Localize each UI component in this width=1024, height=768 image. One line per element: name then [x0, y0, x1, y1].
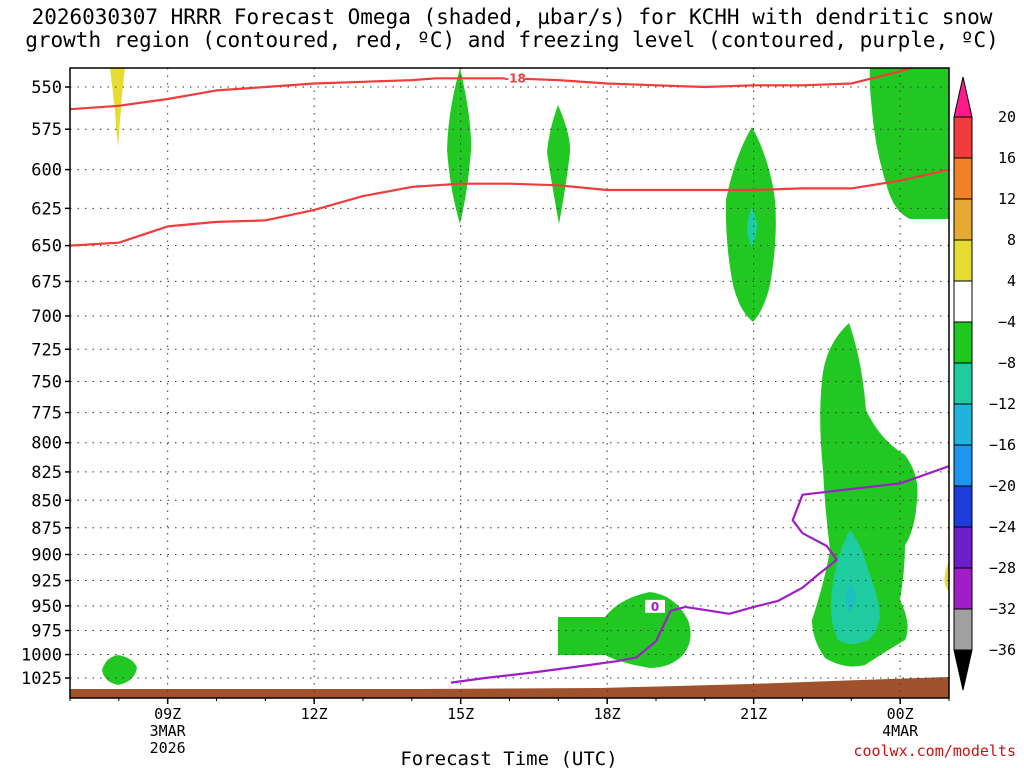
y-tick-label: 725 — [31, 340, 62, 360]
omega-region-low-core-inner — [845, 583, 856, 612]
colorbar-bottom-arrow — [953, 649, 973, 691]
colorbar-label: 20 — [998, 108, 1016, 126]
title-line-2: growth region (contoured, red, ºC) and f… — [25, 28, 999, 52]
omega-positive-region — [110, 68, 125, 147]
y-tick-label: 800 — [31, 434, 62, 454]
colorbar-label: 4 — [1007, 272, 1016, 290]
credit-text: coolwx.com/modelts — [853, 742, 1016, 760]
colorbar-label: 8 — [1007, 231, 1016, 249]
y-tick-label: 1025 — [21, 669, 62, 689]
colorbar: 20 16 12 8 4 −4 −8 −12 −16 −20 −24 −28 −32 −36 — [953, 76, 1016, 691]
colorbar-swatch — [953, 403, 973, 446]
title-line-1: 2026030307 HRRR Forecast Omega (shaded, … — [31, 5, 993, 29]
x-tick-label: 00Z — [887, 705, 914, 723]
omega-region-08z-surface — [102, 655, 137, 685]
y-axis: 550 575 600 625 650 675 700 725 750 775 800 825 850 8… — [21, 78, 70, 689]
omega-positive-region-right — [944, 560, 949, 592]
plot-area — [70, 68, 949, 698]
colorbar-label: −36 — [989, 641, 1016, 659]
colorbar-swatch — [953, 157, 973, 200]
y-tick-label: 850 — [31, 491, 62, 511]
colorbar-top-arrow — [953, 76, 973, 118]
x-tick-label: 09Z — [154, 705, 181, 723]
contour-label-bg — [645, 599, 665, 613]
omega-region-17z — [547, 105, 571, 224]
y-tick-label: 575 — [31, 120, 62, 140]
colorbar-label: −28 — [989, 559, 1016, 577]
x-tick-label: 18Z — [594, 705, 621, 723]
colorbar-label: −16 — [989, 436, 1016, 454]
contour-label: -18 — [504, 71, 526, 85]
colorbar-label: −24 — [989, 518, 1016, 536]
omega-region-21z-core — [747, 207, 758, 248]
colorbar-swatch — [953, 321, 973, 364]
x-tick-label: 15Z — [447, 705, 474, 723]
y-tick-label: 900 — [31, 546, 62, 566]
contour-line — [450, 465, 949, 684]
grid — [70, 68, 949, 698]
y-tick-label: 650 — [31, 237, 62, 257]
x-axis-title: Forecast Time (UTC) — [400, 748, 617, 768]
colorbar-label: −20 — [989, 477, 1016, 495]
colorbar-swatch — [953, 116, 973, 159]
colorbar-label: −8 — [998, 354, 1016, 372]
x-tick-year: 2026 — [150, 739, 186, 757]
colorbar-swatch — [953, 608, 973, 651]
contour-line — [70, 168, 949, 247]
colorbar-swatch — [953, 526, 973, 569]
y-tick-label: 875 — [31, 519, 62, 539]
x-tick-label: 12Z — [301, 705, 328, 723]
y-tick-label: 625 — [31, 199, 62, 219]
colorbar-swatch — [953, 280, 973, 323]
y-tick-label: 600 — [31, 161, 62, 181]
x-tick-date: 3MAR — [150, 722, 187, 740]
y-tick-label: 825 — [31, 463, 62, 483]
y-tick-label: 750 — [31, 372, 62, 392]
contour-line — [70, 68, 916, 111]
colorbar-swatch — [953, 485, 973, 528]
colorbar-label: −12 — [989, 395, 1016, 413]
colorbar-label: 12 — [998, 190, 1016, 208]
y-tick-label: 550 — [31, 78, 62, 98]
colorbar-swatch — [953, 444, 973, 487]
y-tick-label: 1000 — [21, 646, 62, 666]
contour-label: 0 — [651, 600, 659, 614]
contours: -18 0 — [70, 68, 949, 684]
chart-title: 2026030307 HRRR Forecast Omega (shaded, … — [0, 6, 1024, 52]
y-tick-label: 700 — [31, 307, 62, 327]
colorbar-swatch — [953, 198, 973, 241]
y-tick-label: 775 — [31, 404, 62, 424]
colorbar-label: −32 — [989, 600, 1016, 618]
x-tick-date: 4MAR — [882, 722, 919, 740]
y-tick-label: 950 — [31, 597, 62, 617]
omega-region-low-core — [830, 530, 880, 644]
colorbar-swatch — [953, 239, 973, 282]
colorbar-swatch — [953, 567, 973, 610]
y-tick-label: 675 — [31, 272, 62, 292]
colorbar-label: −4 — [998, 313, 1016, 331]
terrain — [70, 677, 949, 698]
y-tick-label: 925 — [31, 572, 62, 592]
y-tick-label: 975 — [31, 622, 62, 642]
colorbar-label: 16 — [998, 149, 1016, 167]
x-tick-label: 21Z — [740, 705, 767, 723]
colorbar-swatch — [953, 362, 973, 405]
contour-label-bg — [505, 71, 525, 85]
